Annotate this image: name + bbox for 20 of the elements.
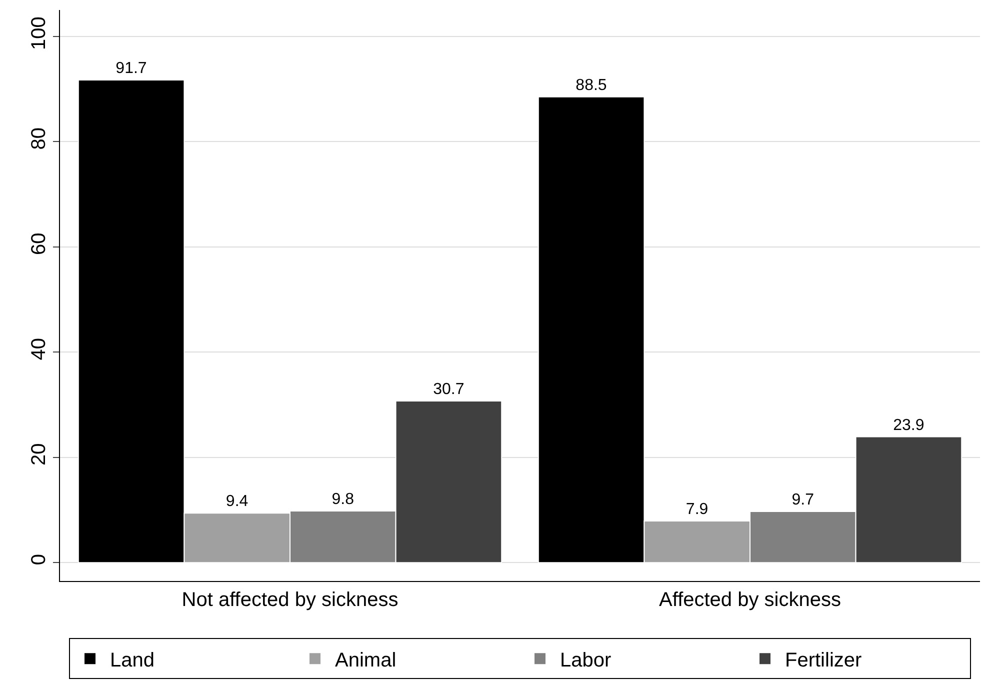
y-tick-label: 0 xyxy=(28,554,50,566)
legend-label: Animal xyxy=(335,649,396,672)
data-label: 7.9 xyxy=(686,501,708,518)
data-label: 91.7 xyxy=(116,60,147,77)
legend-label: Fertilizer xyxy=(785,649,862,672)
data-label: 9.8 xyxy=(332,491,354,508)
data-label: 23.9 xyxy=(893,416,924,434)
legend-label: Labor xyxy=(560,649,612,672)
y-tick-label: 40 xyxy=(28,338,50,360)
data-label: 9.7 xyxy=(792,492,814,509)
data-label: 9.4 xyxy=(226,493,248,510)
y-tick-label: 80 xyxy=(28,127,50,150)
data-label: 88.5 xyxy=(576,76,607,94)
y-tick-label: 100 xyxy=(28,16,50,50)
data-label: 30.7 xyxy=(433,381,464,398)
x-tick-label: Affected by sickness xyxy=(659,589,841,611)
legend-label: Land xyxy=(110,649,154,672)
y-tick-label: 20 xyxy=(28,443,50,466)
x-tick-label: Not affected by sickness xyxy=(182,589,398,611)
y-tick-label: 60 xyxy=(28,232,50,255)
